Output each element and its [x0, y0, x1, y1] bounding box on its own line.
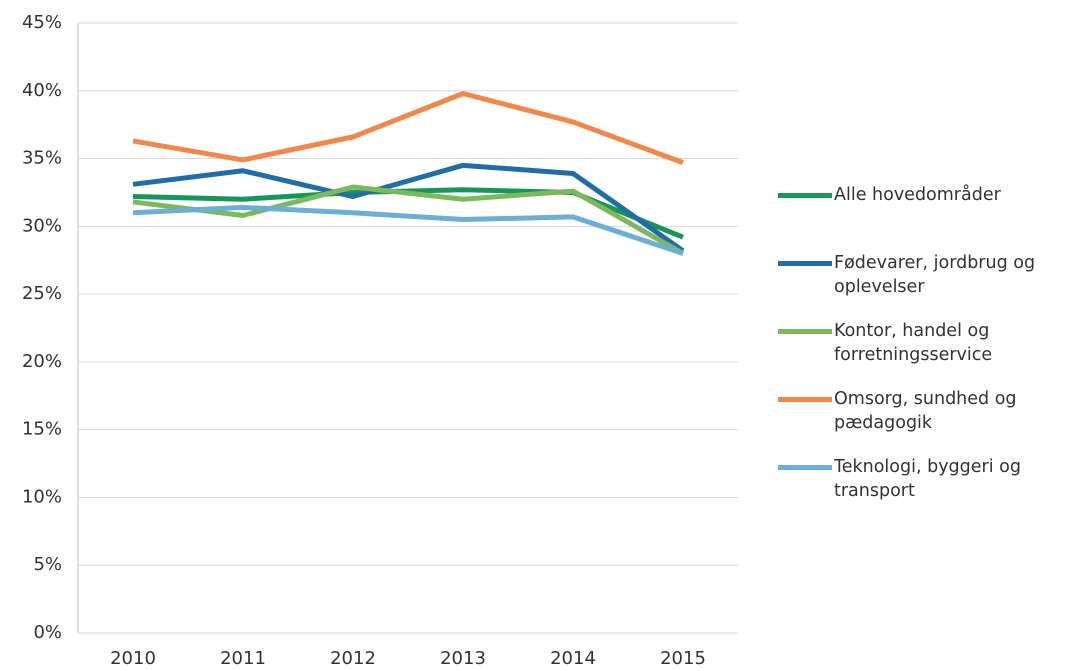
- y-tick-label: 45%: [22, 12, 62, 33]
- x-tick-label: 2013: [440, 648, 486, 669]
- x-tick-label: 2012: [330, 648, 376, 669]
- legend-swatch: [778, 261, 832, 266]
- legend-label: Teknologi, byggeri og transport: [834, 457, 1021, 501]
- y-tick-label: 20%: [22, 351, 62, 372]
- legend-item: Alle hovedområder: [778, 183, 1078, 207]
- legend-item: Fødevarer, jordbrug og oplevelser: [778, 251, 1078, 299]
- x-tick-label: 2015: [660, 648, 706, 669]
- legend-swatch: [778, 397, 832, 402]
- legend-item: Teknologi, byggeri og transport: [778, 455, 1078, 503]
- y-tick-label: 30%: [22, 215, 62, 236]
- x-tick-label: 2010: [110, 648, 156, 669]
- legend-item: Kontor, handel og forretningsservice: [778, 319, 1078, 367]
- series-line: [132, 184, 685, 256]
- legend-label: Alle hovedområder: [834, 185, 1001, 205]
- legend-label: Fødevarer, jordbrug og oplevelser: [834, 253, 1036, 297]
- series-line: [132, 90, 684, 165]
- series-line: [132, 204, 684, 256]
- x-tick-label: 2011: [220, 648, 266, 669]
- legend-swatch: [778, 329, 832, 334]
- y-tick-label: 15%: [22, 419, 62, 440]
- legend-swatch: [778, 465, 832, 470]
- y-tick-label: 5%: [33, 554, 62, 575]
- legend-label: Kontor, handel og forretningsservice: [834, 321, 993, 365]
- y-tick-label: 0%: [33, 622, 62, 643]
- legend-item: Omsorg, sundhed og pædagogik: [778, 387, 1078, 435]
- legend-swatch: [778, 193, 832, 198]
- y-tick-label: 25%: [22, 283, 62, 304]
- grid: [78, 22, 738, 634]
- legend-label: Omsorg, sundhed og pædagogik: [834, 389, 1017, 433]
- y-tick-label: 10%: [22, 486, 62, 507]
- series-line: [132, 162, 685, 253]
- y-tick-label: 35%: [22, 148, 62, 169]
- y-tick-label: 40%: [22, 80, 62, 101]
- x-tick-label: 2014: [550, 648, 596, 669]
